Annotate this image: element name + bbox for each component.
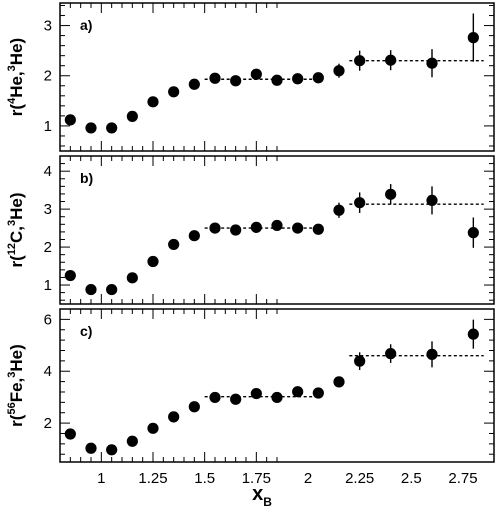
panel-2-data-point — [292, 222, 304, 234]
x-tick-label: 1.75 — [242, 470, 271, 487]
panel-3-data-point — [271, 391, 283, 404]
x-tick-label: 2.75 — [448, 470, 477, 487]
x-tick-label: 1 — [97, 470, 105, 487]
panel-3-ylabel: r(56Fe,3He) — [6, 344, 26, 427]
panel-2-data-point — [168, 238, 180, 251]
panel-2-data-point — [126, 272, 138, 284]
panel-3-data-point — [230, 393, 242, 405]
panel-2-data-point — [467, 227, 479, 239]
panel-3-label: c) — [80, 323, 92, 339]
panel-3-ytick-label: 6 — [44, 311, 52, 328]
panel-1-data-point — [250, 68, 262, 80]
panel-3-data-point — [292, 386, 304, 398]
panel-2-data-point — [385, 188, 397, 200]
x-axis-label: xB — [252, 483, 272, 509]
panel-2-data-point — [333, 204, 345, 216]
panel-3-frame — [59, 308, 495, 463]
panel-1-data-point — [271, 74, 283, 86]
panel-2-data-point — [209, 222, 221, 234]
panel-2-data-point — [64, 269, 76, 282]
panel-3-data-point — [333, 376, 345, 388]
panel-3-data-point — [168, 411, 180, 423]
panel-1-data-point — [467, 32, 479, 44]
panel-1-data-point — [188, 78, 200, 90]
panel-1-ylabel: r(4He,3He) — [6, 38, 26, 116]
panel-3-ytick-label: 2 — [44, 415, 52, 432]
panel-1-data-point — [64, 114, 76, 126]
panel-3-data-point — [85, 442, 97, 454]
panel-1-data-point — [126, 110, 138, 122]
panel-1-ytick-label: 1 — [44, 118, 52, 135]
panel-2-data-point — [271, 219, 283, 232]
panel-1-data-point — [333, 65, 345, 77]
panel-2-data-point — [426, 194, 438, 206]
panel-1-data-point — [85, 122, 97, 134]
panel-2-data-point — [188, 230, 200, 242]
panel-1-data-point — [354, 55, 366, 67]
x-tick-label: 1.25 — [138, 470, 167, 487]
panel-1-data-point — [147, 96, 159, 108]
panel-1-data-point — [106, 122, 118, 134]
panel-2-data-point — [354, 197, 366, 209]
panel-2-data-point — [106, 283, 118, 296]
panel-2-ytick-label: 3 — [44, 201, 52, 218]
panel-2-ytick-label: 2 — [44, 239, 52, 256]
x-tick-label: 2.25 — [345, 470, 374, 487]
panel-3-data-point — [64, 428, 76, 440]
panel-2-data-point — [312, 223, 324, 235]
panel-3-data-point — [209, 391, 221, 404]
panel-1-ytick-label: 2 — [44, 68, 52, 85]
panel-3-ytick-label: 4 — [44, 363, 52, 380]
panel-2-data-point — [85, 283, 97, 296]
x-tick-label: 2.5 — [401, 470, 422, 487]
panel-2-label: b) — [80, 170, 93, 186]
panel-1-data-point — [230, 75, 242, 87]
panel-3-data-point — [147, 422, 159, 434]
panel-1-data-point — [426, 57, 438, 69]
panel-3-data-point — [354, 355, 366, 367]
x-tick-label: 1.5 — [194, 470, 215, 487]
panel-3-data-point — [312, 387, 324, 399]
panel-1-data-point — [168, 86, 180, 98]
panel-3-data-point — [106, 444, 118, 456]
panel-2-data-point — [147, 255, 159, 268]
panel-1-data-point — [312, 72, 324, 84]
panel-3-data-point — [467, 328, 479, 340]
panel-3-data-point — [126, 435, 138, 447]
panel-2-ytick-label: 1 — [44, 277, 52, 294]
x-tick-label: 2 — [304, 470, 312, 487]
panel-3-data-point — [426, 348, 438, 360]
panel-2-ylabel: r(12C,3He) — [6, 192, 26, 267]
panel-1-label: a) — [80, 17, 92, 33]
panel-3-data-point — [250, 387, 262, 400]
panel-2-ytick-label: 4 — [44, 163, 52, 180]
panel-2-data-point — [230, 224, 242, 236]
panel-3-data-point — [188, 401, 200, 413]
panel-3-data-point — [385, 348, 397, 360]
panel-1-data-point — [209, 72, 221, 84]
panel-1-data-point — [292, 73, 304, 85]
panel-1-ytick-label: 3 — [44, 18, 52, 35]
panel-2-data-point — [250, 221, 262, 233]
panel-1-data-point — [385, 54, 397, 66]
